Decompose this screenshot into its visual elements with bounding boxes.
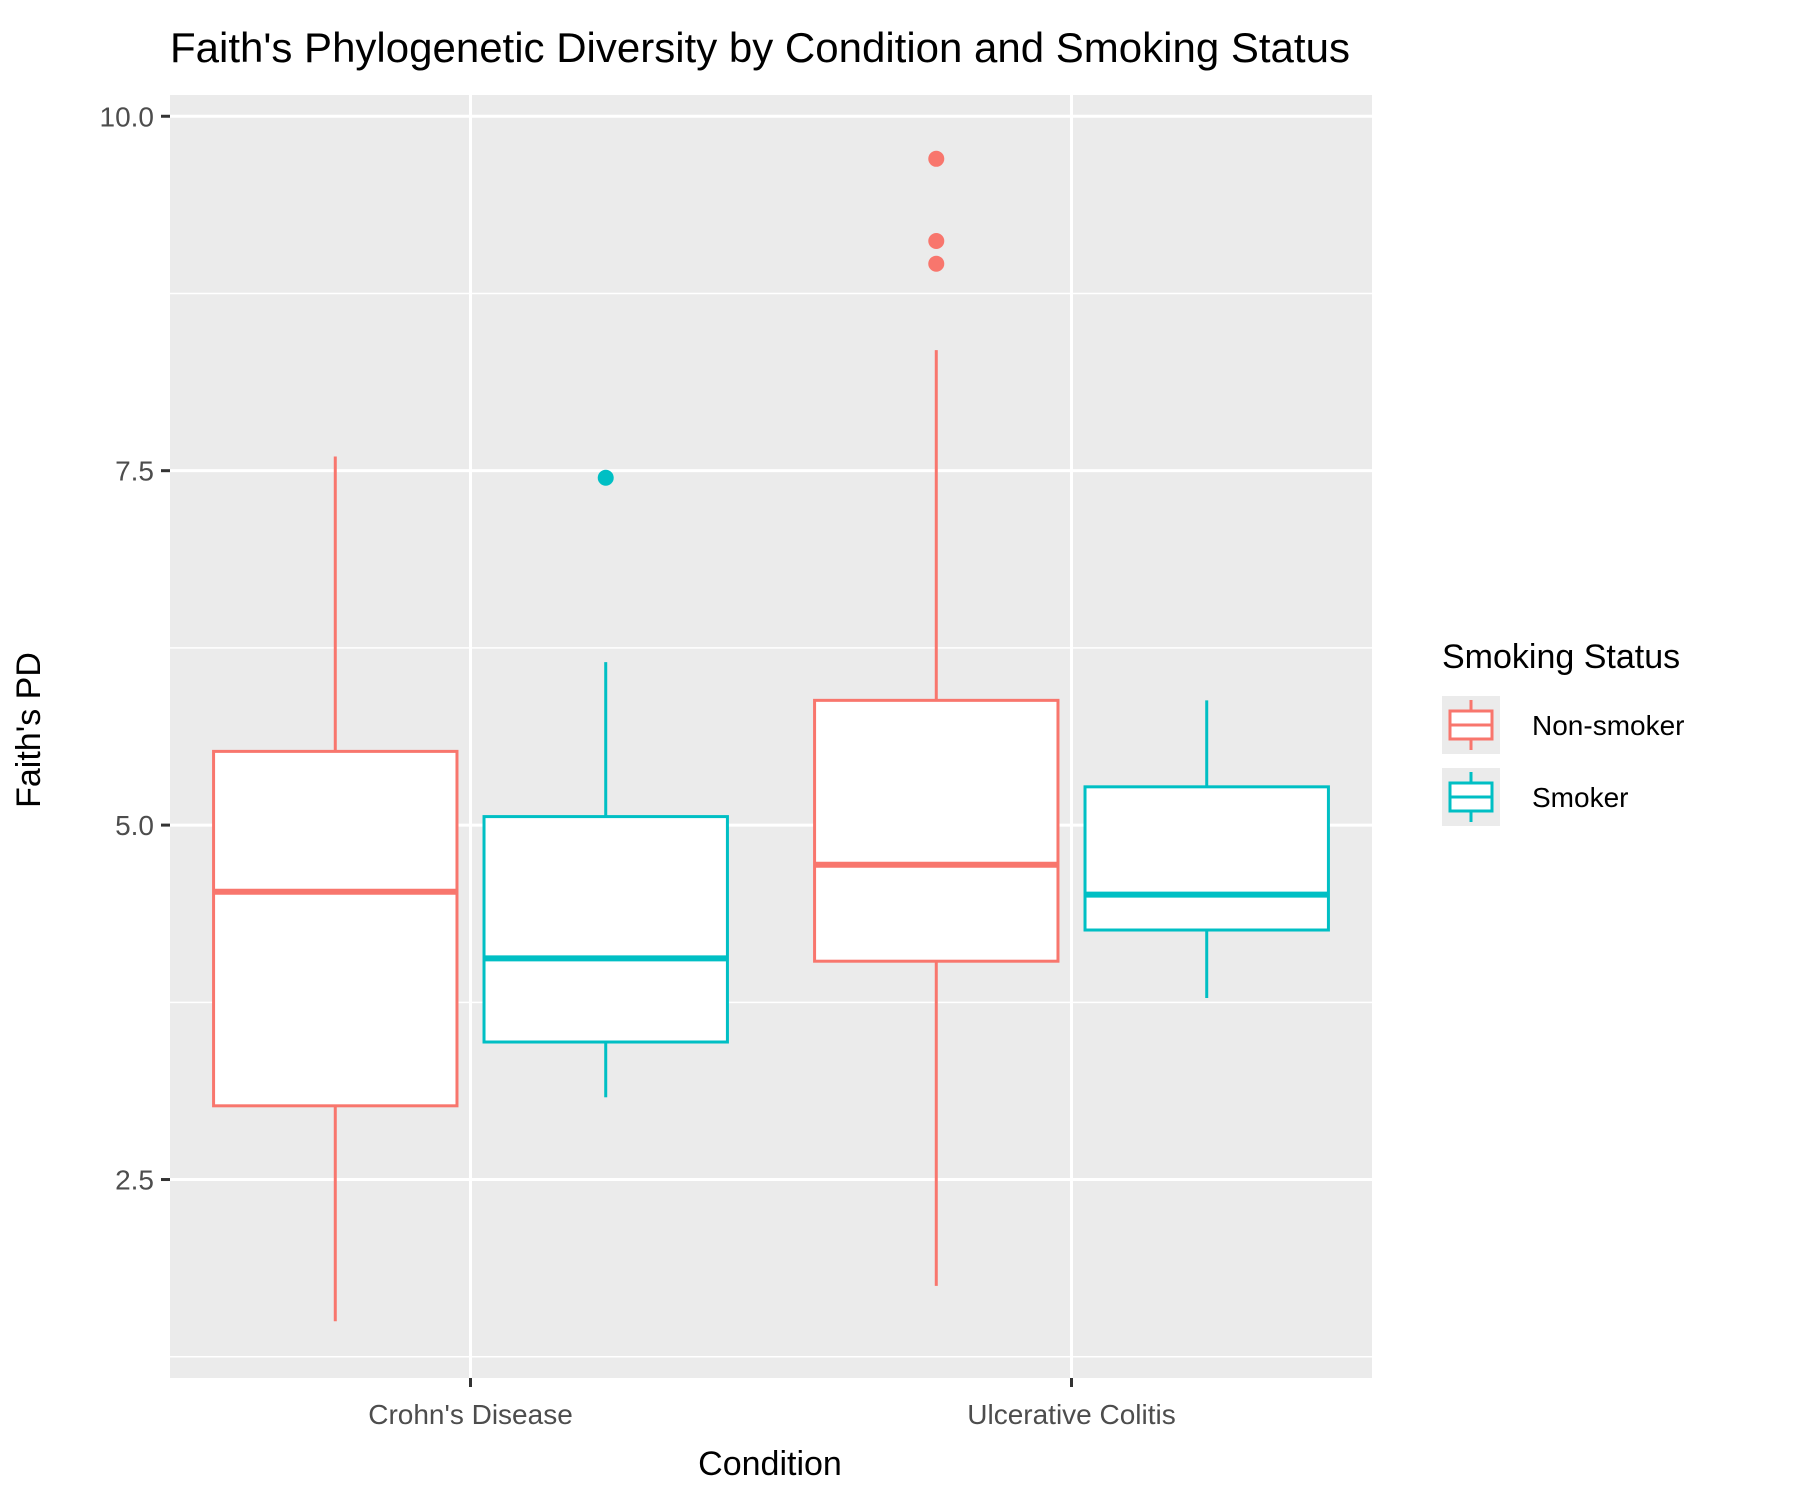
y-tick-label: 2.5 — [115, 1165, 154, 1196]
outlier-point — [928, 150, 945, 167]
legend-item: Non-smoker — [1442, 696, 1684, 754]
box-group — [813, 150, 1060, 1286]
box-group — [482, 469, 729, 1098]
x-tick-label: Ulcerative Colitis — [967, 1399, 1176, 1430]
y-tick-label: 10.0 — [100, 101, 155, 132]
y-tick-label: 5.0 — [115, 810, 154, 841]
box-iqr — [1083, 785, 1330, 932]
x-tick-label: Crohn's Disease — [368, 1399, 573, 1430]
plot-panel — [170, 95, 1372, 1378]
y-tick-label: 7.5 — [115, 456, 154, 487]
y-axis-title: Faith's PD — [10, 652, 48, 808]
box-group — [212, 456, 459, 1322]
outlier-point — [928, 255, 945, 272]
box-iqr — [813, 698, 1060, 963]
outlier-point — [597, 469, 614, 486]
chart-title: Faith's Phylogenetic Diversity by Condit… — [170, 24, 1350, 71]
box-group — [1083, 700, 1330, 999]
legend-label: Non-smoker — [1532, 710, 1684, 741]
box-iqr — [482, 815, 729, 1044]
legend-label: Smoker — [1532, 782, 1628, 813]
legend-title: Smoking Status — [1442, 638, 1680, 676]
x-axis-title: Condition — [698, 1445, 842, 1483]
outlier-point — [928, 233, 945, 250]
legend-item: Smoker — [1442, 768, 1628, 826]
box-iqr — [212, 749, 459, 1108]
legend: Smoking Status Non-smoker Smoker — [1442, 638, 1684, 826]
